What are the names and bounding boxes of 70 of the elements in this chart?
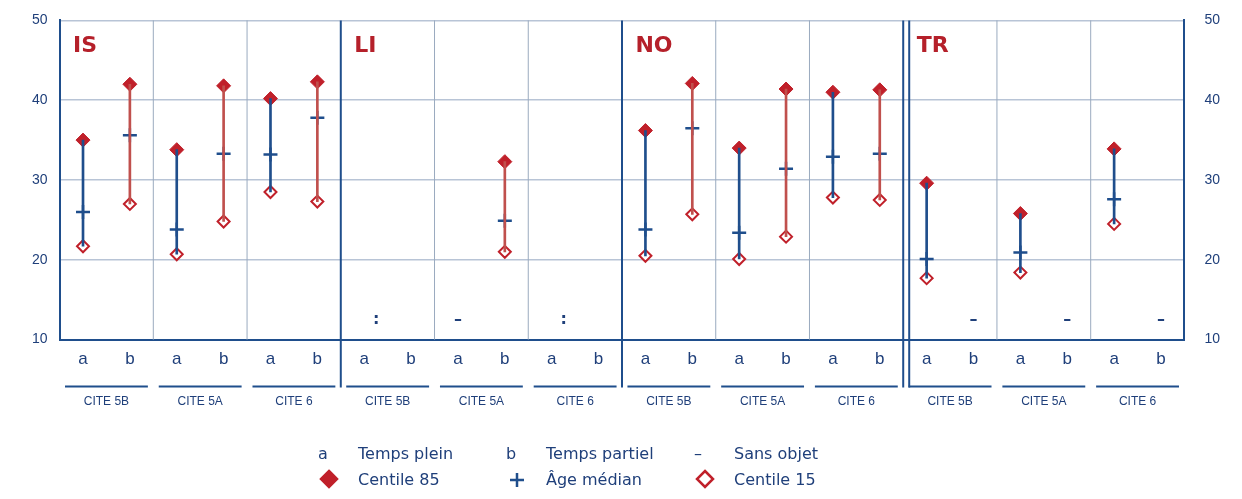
y2-tick-label: 40 — [1204, 91, 1221, 108]
x-tick-label: b — [500, 349, 510, 369]
text: CITE 6 — [556, 393, 595, 408]
bar — [690, 83, 694, 215]
bar — [316, 81, 319, 202]
text: b — [506, 443, 518, 463]
y-tick-label: 40 — [31, 91, 48, 108]
text: CITE 5A — [458, 393, 505, 408]
x-tick-label: b — [125, 349, 135, 369]
x-tick-label: a — [828, 349, 839, 369]
text: Sans objet — [734, 443, 820, 463]
text: CITE 5B — [927, 393, 973, 408]
y-tick-label: 50 — [31, 11, 48, 28]
x-tick-label: b — [406, 349, 416, 369]
y2-tick-label: 30 — [1204, 170, 1221, 187]
x-tick-label: b — [781, 349, 791, 369]
x-tick-label: b — [875, 349, 885, 369]
text: CITE 5B — [83, 393, 130, 408]
bar — [878, 89, 882, 201]
x-tick-label: a — [921, 349, 932, 369]
annotation: IS — [73, 32, 98, 58]
text: – — [1063, 308, 1072, 328]
x-tick-label: b — [312, 349, 323, 369]
legend-label: Âge médian — [546, 469, 643, 489]
y-tick-label: 30 — [31, 170, 48, 187]
bar — [503, 161, 507, 253]
text: : — [560, 308, 567, 328]
text: CITE 6 — [275, 393, 313, 408]
annotation: TR — [916, 32, 949, 58]
text: CITE 5A — [177, 393, 223, 408]
annotation: NO — [635, 32, 673, 58]
text: Temps partiel — [546, 443, 655, 463]
annotation: LI — [354, 32, 377, 58]
text: – — [453, 308, 462, 328]
x-tick-label: a — [1109, 349, 1120, 369]
text: – — [1156, 308, 1165, 328]
x-tick-label: b — [218, 349, 229, 369]
text: CITE 5A — [739, 393, 786, 408]
y2-tick-label: 10 — [1204, 330, 1221, 347]
y-tick-label: 10 — [31, 330, 48, 347]
x-tick-label: a — [265, 349, 276, 369]
text: CITE 5B — [646, 393, 692, 408]
y2-tick-label: 50 — [1204, 11, 1221, 28]
x-tick-label: a — [546, 349, 557, 369]
text: Temps plein — [358, 443, 455, 463]
bar — [222, 85, 225, 222]
x-tick-label: b — [968, 349, 979, 369]
y2-tick-label: 20 — [1204, 250, 1221, 267]
x-tick-label: b — [593, 349, 604, 369]
x-tick-label: b — [1062, 349, 1072, 369]
x-tick-label: b — [687, 349, 698, 369]
text: – — [969, 308, 978, 328]
text: CITE 5B — [364, 393, 411, 408]
x-tick-label: a — [734, 349, 745, 369]
text: CITE 6 — [1118, 393, 1157, 408]
text: – — [694, 443, 703, 463]
legend-label: Centile 15 — [734, 469, 817, 489]
text: a — [318, 443, 329, 463]
text: CITE 6 — [837, 393, 876, 408]
x-tick-label: a — [640, 349, 651, 369]
x-tick-label: b — [1156, 349, 1166, 369]
x-tick-label: a — [1015, 349, 1026, 369]
y-tick-label: 20 — [31, 250, 48, 267]
text: : — [373, 308, 380, 328]
x-tick-label: a — [172, 349, 183, 369]
text: CITE 5A — [1021, 393, 1067, 408]
x-tick-label: a — [453, 349, 464, 369]
x-tick-label: a — [359, 349, 370, 369]
legend-label: Centile 85 — [358, 469, 441, 489]
x-tick-label: a — [78, 349, 89, 369]
